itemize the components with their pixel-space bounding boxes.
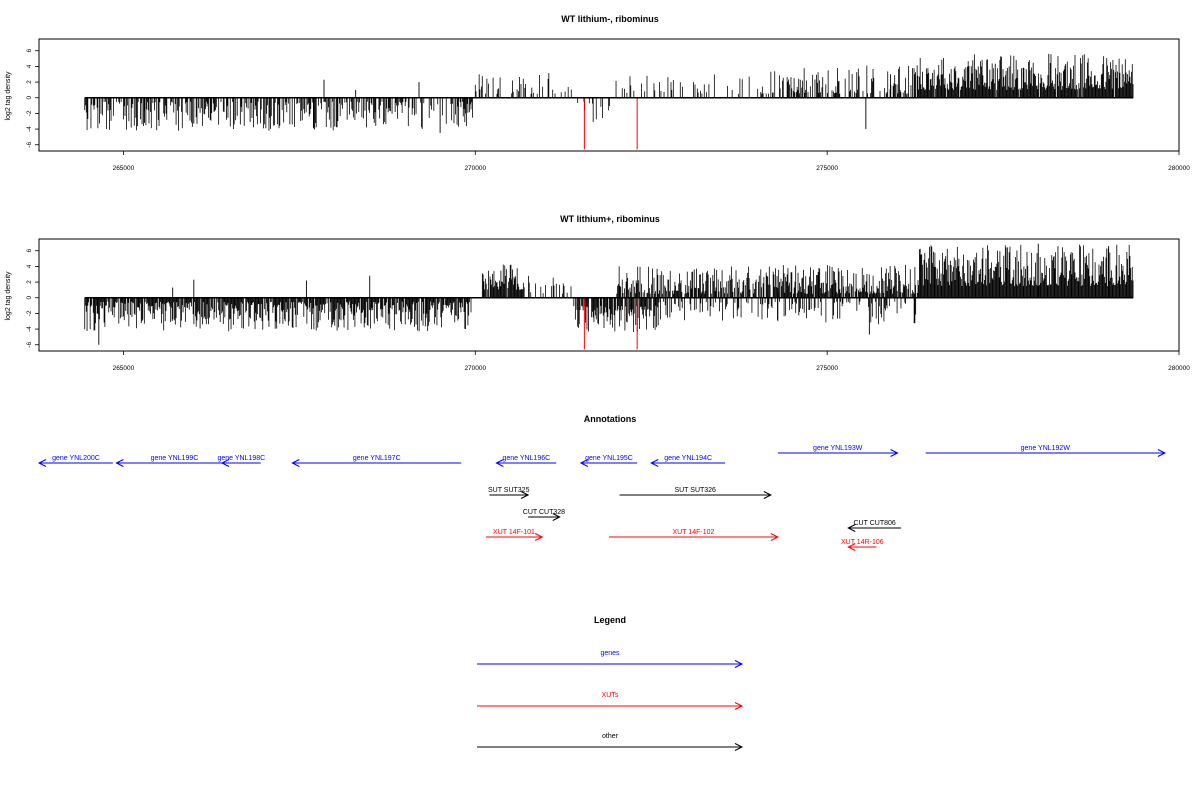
feature-label: gene YNL199C: [151, 455, 199, 462]
bar-series: [84, 243, 1134, 350]
legend-items: genes XUTs other: [477, 650, 744, 751]
arrowhead-icon: [291, 459, 300, 467]
annotation-feature: gene YNL192W: [925, 445, 1167, 457]
panel-title: WT lithium+, ribominus: [560, 214, 660, 224]
y-tick-label: 2: [26, 280, 33, 284]
annotation-feature: gene YNL196C: [495, 455, 557, 467]
annotation-feature: SUT SUT325: [488, 487, 530, 499]
arrowhead-icon: [1157, 449, 1167, 457]
arrowhead-icon: [847, 524, 856, 532]
y-tick-label: 4: [26, 64, 33, 68]
feature-label: SUT SUT325: [488, 487, 530, 494]
feature-label: SUT SUT326: [674, 487, 716, 494]
plot-frame: [38, 238, 1180, 352]
arrowhead-icon: [534, 533, 544, 541]
arrowhead-icon: [734, 743, 744, 751]
feature-label: XUT 14R-106: [841, 539, 884, 546]
y-tick-label: 6: [26, 49, 33, 53]
y-tick-label: -6: [26, 141, 33, 147]
y-tick-label: 0: [26, 96, 33, 100]
legend-item: other: [477, 733, 744, 751]
feature-label: gene YNL193W: [813, 445, 863, 452]
annotation-features: gene YNL200C gene YNL199C gene YNL198C gene…: [37, 445, 1167, 551]
arrowhead-icon: [770, 533, 780, 541]
feature-label: gene YNL196C: [502, 455, 550, 462]
arrowhead-icon: [520, 491, 530, 499]
legend-label: other: [602, 733, 619, 740]
density-panel-lithium-minus: WT lithium-, ribominus log2 tag density …: [5, 14, 1190, 172]
arrowhead-icon: [495, 459, 504, 467]
y-tick-label: 6: [26, 249, 33, 253]
arrowhead-icon: [115, 459, 124, 467]
plot-frame: [38, 38, 1180, 152]
legend-item: XUTs: [477, 692, 744, 710]
axes: 265000 270000 275000 280000 -6 -4 -2 0 2 4 6: [26, 49, 1190, 172]
annotation-feature: gene YNL200C: [37, 455, 113, 467]
feature-label: gene YNL198C: [217, 455, 265, 462]
annotation-feature: gene YNL198C: [217, 455, 265, 467]
annotation-feature: gene YNL193W: [777, 445, 899, 457]
annotation-feature: XUT 14F-102: [609, 529, 780, 541]
legend-title: Legend: [594, 615, 626, 625]
arrowhead-icon: [890, 449, 899, 457]
annotations-title: Annotations: [584, 414, 637, 424]
x-tick-label: 275000: [816, 365, 838, 372]
arrowhead-icon: [579, 459, 589, 467]
x-tick-label: 270000: [464, 165, 486, 172]
x-tick-label: 275000: [816, 165, 838, 172]
annotation-feature: CUT CUT328: [523, 509, 565, 521]
arrowhead-icon: [734, 702, 744, 710]
y-tick-label: 2: [26, 80, 33, 84]
y-tick-label: -4: [26, 326, 33, 332]
arrowhead-icon: [734, 660, 744, 668]
y-axis-label: log2 tag density: [5, 71, 12, 121]
legend-label: XUTs: [602, 692, 619, 699]
annotation-feature: SUT SUT326: [619, 487, 772, 499]
y-axis-label: log2 tag density: [5, 271, 12, 321]
x-tick-label: 270000: [464, 365, 486, 372]
feature-label: XUT 14F-101: [493, 529, 535, 536]
annotation-feature: gene YNL197C: [291, 455, 462, 467]
y-tick-label: -2: [26, 110, 33, 116]
arrowhead-icon: [847, 543, 856, 551]
arrowhead-icon: [37, 459, 47, 467]
annotation-feature: gene YNL195C: [579, 455, 638, 467]
annotation-feature: XUT 14R-106: [841, 539, 884, 551]
x-tick-label: 265000: [113, 165, 135, 172]
panel-title: WT lithium-, ribominus: [561, 14, 659, 24]
y-tick-label: -4: [26, 126, 33, 132]
y-tick-label: -6: [26, 341, 33, 347]
x-tick-label: 265000: [113, 365, 135, 372]
x-tick-label: 280000: [1168, 365, 1190, 372]
legend-item: genes: [477, 650, 744, 668]
y-tick-label: 0: [26, 296, 33, 300]
y-tick-label: -2: [26, 310, 33, 316]
legend-label: genes: [600, 650, 620, 657]
axes: 265000 270000 275000 280000 -6 -4 -2 0 2 4 6: [26, 249, 1190, 372]
feature-label: gene YNL200C: [52, 455, 100, 462]
arrowhead-icon: [763, 491, 772, 499]
feature-label: gene YNL192W: [1021, 445, 1071, 452]
legend-panel: Legend genes XUTs other: [477, 615, 744, 751]
feature-label: gene YNL195C: [585, 455, 633, 462]
arrowhead-icon: [552, 513, 561, 521]
feature-label: CUT CUT328: [523, 509, 565, 516]
feature-label: gene YNL194C: [664, 455, 712, 462]
arrowhead-icon: [650, 459, 659, 467]
annotation-feature: XUT 14F-101: [485, 529, 544, 541]
density-panel-lithium-plus: WT lithium+, ribominus log2 tag density …: [5, 214, 1190, 372]
feature-label: XUT 14F-102: [672, 529, 714, 536]
y-tick-label: 4: [26, 264, 33, 268]
annotations-panel: Annotations gene YNL200C gene YNL199C gene…: [37, 414, 1167, 551]
x-tick-label: 280000: [1168, 165, 1190, 172]
annotation-feature: gene YNL194C: [650, 455, 726, 467]
annotation-feature: CUT CUT806: [847, 520, 902, 532]
arrowhead-icon: [220, 459, 230, 467]
bar-series: [84, 53, 1134, 150]
annotation-feature: gene YNL199C: [115, 455, 233, 467]
feature-label: gene YNL197C: [353, 455, 401, 462]
feature-label: CUT CUT806: [854, 520, 896, 527]
